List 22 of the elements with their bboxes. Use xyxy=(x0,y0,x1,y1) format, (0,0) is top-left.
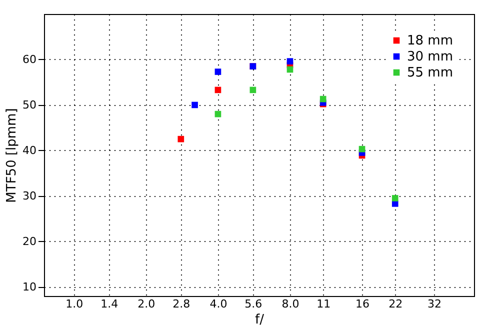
x-tick-label: 5.6 xyxy=(244,298,262,310)
x-tick-label: 1.0 xyxy=(66,298,84,310)
x-tick-label: 16 xyxy=(356,298,370,310)
y-tick-label: 40 xyxy=(22,144,36,157)
x-tick-label: 22 xyxy=(388,298,403,310)
x-tick-label: 11 xyxy=(316,298,331,310)
y-tick-label: 30 xyxy=(22,189,36,202)
y-tick-label: 10 xyxy=(22,280,36,294)
x-tick-label: 2.8 xyxy=(172,298,190,310)
x-tick-label: 2.0 xyxy=(138,298,156,310)
legend-label: 55 mm xyxy=(407,66,454,80)
x-tick-label: 8.0 xyxy=(282,298,300,310)
y-tick-label: 20 xyxy=(22,234,36,248)
x-axis-title: f/ xyxy=(255,312,265,328)
legend-label: 30 mm xyxy=(407,50,454,64)
y-tick-label: 60 xyxy=(22,52,36,66)
y-tick-label: 50 xyxy=(22,98,36,112)
y-axis-title: MTF50 [lpmm] xyxy=(4,108,20,203)
x-tick-label: 32 xyxy=(428,298,442,310)
x-tick-label: 4.0 xyxy=(210,298,228,310)
legend-label: 18 mm xyxy=(407,34,454,48)
x-tick-label: 1.4 xyxy=(100,298,118,310)
